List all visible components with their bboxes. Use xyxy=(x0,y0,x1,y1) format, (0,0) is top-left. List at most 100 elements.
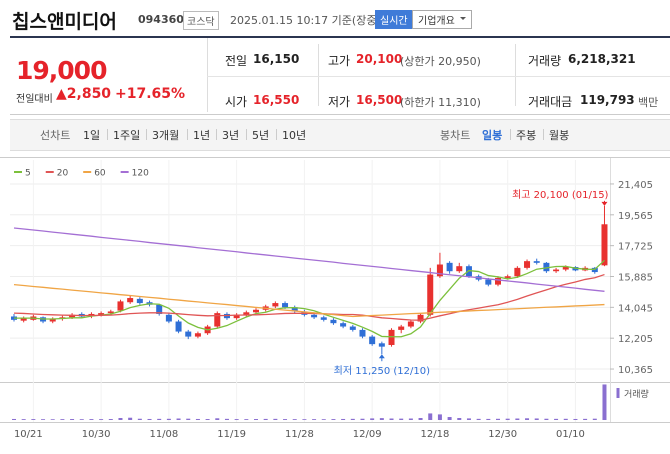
y-tick-label: 21,405 xyxy=(618,180,653,191)
candle-body xyxy=(185,331,192,337)
volume-bar xyxy=(379,418,384,420)
volume-bar xyxy=(341,418,346,420)
volume-bar xyxy=(128,417,133,420)
y-tick-label: 10,365 xyxy=(618,365,653,376)
change-label: 전일대비 xyxy=(16,94,53,105)
volume-bar xyxy=(89,419,94,420)
annotation-arrowhead xyxy=(601,201,608,206)
volume-bar xyxy=(370,418,375,420)
stat-label: 저가 xyxy=(328,95,351,109)
volume-bar xyxy=(554,418,559,420)
legend-label: 120 xyxy=(132,169,149,179)
volume-bar xyxy=(224,418,229,420)
candle-body xyxy=(369,336,376,345)
tab-separator xyxy=(146,129,147,140)
candle-body xyxy=(20,318,27,321)
tab[interactable]: 주봉 xyxy=(516,129,537,142)
stat-value: 6,218,321 xyxy=(568,52,636,66)
candle-body xyxy=(427,274,434,315)
realtime-button[interactable]: 실시간 xyxy=(375,10,413,29)
volume-bar xyxy=(273,418,278,420)
y-tick-label: 14,045 xyxy=(618,303,653,314)
volume-bar xyxy=(360,418,365,420)
legend-label: 5 xyxy=(25,169,31,179)
change-rate: +17.65% xyxy=(115,86,186,102)
volume-bar xyxy=(12,418,16,420)
y-tick-label: 17,725 xyxy=(618,242,653,253)
stat-note: (하한가 11,310) xyxy=(400,96,481,109)
timestamp: 2025.01.15 10:17 기준(장중) xyxy=(230,14,381,27)
tab-separator xyxy=(216,129,217,140)
volume-bar xyxy=(31,419,36,420)
moving-average-line xyxy=(13,283,605,318)
company-button[interactable]: 기업개요 xyxy=(412,10,472,29)
volume-bar xyxy=(544,418,549,420)
tab-separator xyxy=(246,129,247,140)
volume-bar xyxy=(583,418,588,420)
tab[interactable]: 일봉 xyxy=(482,129,503,142)
candle-body xyxy=(533,261,540,263)
volume-bar xyxy=(147,418,152,420)
stat-label: 거래량 xyxy=(528,54,562,68)
volume-bar xyxy=(70,419,75,420)
tab[interactable]: 월봉 xyxy=(549,129,570,142)
volume-bar xyxy=(244,419,249,420)
volume-bar xyxy=(476,418,481,420)
volume-bar xyxy=(515,418,520,420)
tab[interactable]: 1일 xyxy=(83,129,101,142)
candle-body xyxy=(417,314,424,322)
volume-bar xyxy=(21,419,26,420)
volume-bar xyxy=(437,414,442,420)
tab-group-label: 선차트 xyxy=(40,129,71,142)
tab[interactable]: 1년 xyxy=(193,129,211,142)
x-tick-label: 10/21 xyxy=(14,429,43,440)
candle-body xyxy=(378,343,385,347)
volume-label: 거래량 xyxy=(624,388,649,400)
candle-body xyxy=(175,321,182,332)
candle-body xyxy=(562,267,569,270)
y-tick-label: 12,205 xyxy=(618,334,653,345)
tab[interactable]: 5년 xyxy=(252,129,270,142)
tab[interactable]: 3년 xyxy=(222,129,240,142)
x-tick-label: 11/19 xyxy=(217,429,246,440)
volume-bar xyxy=(283,419,288,420)
candle-body xyxy=(495,277,501,285)
stat-value: 16,150 xyxy=(253,52,300,66)
volume-bar xyxy=(41,419,46,420)
x-tick-label: 01/10 xyxy=(556,429,585,440)
tab[interactable]: 3개월 xyxy=(152,129,180,142)
y-tick-label: 19,565 xyxy=(618,211,653,222)
volume-bar xyxy=(408,418,413,420)
volume-bar xyxy=(321,419,326,420)
change: ▲2,850 xyxy=(56,86,112,102)
volume-bar xyxy=(534,418,539,420)
volume-bar xyxy=(137,418,142,420)
volume-bar xyxy=(505,418,510,420)
volume-bar xyxy=(118,418,123,420)
volume-bar xyxy=(157,418,162,420)
candle-body xyxy=(194,333,201,337)
stock-code: 094360 xyxy=(138,13,184,26)
candle-body xyxy=(446,262,453,272)
moving-average-line xyxy=(13,227,605,292)
stat-label: 전일 xyxy=(225,54,248,68)
candle-body xyxy=(282,303,289,308)
stock-name: 칩스앤미디어 xyxy=(12,11,117,33)
volume-bar xyxy=(428,413,433,420)
tab[interactable]: 1주일 xyxy=(113,129,141,142)
volume-bar xyxy=(195,418,200,420)
tab-separator xyxy=(543,129,544,140)
volume-bar xyxy=(350,418,355,420)
candle-body xyxy=(253,309,259,313)
candle-body xyxy=(291,307,298,312)
stat-label: 거래대금 xyxy=(528,95,573,109)
candle-body xyxy=(485,279,492,285)
x-tick-label: 11/08 xyxy=(149,429,178,440)
tab[interactable]: 10년 xyxy=(282,129,307,142)
candle-body xyxy=(601,224,608,266)
stat-label: 고가 xyxy=(328,54,351,68)
stat-value: 119,793 xyxy=(580,93,635,107)
candle-body xyxy=(98,313,105,315)
